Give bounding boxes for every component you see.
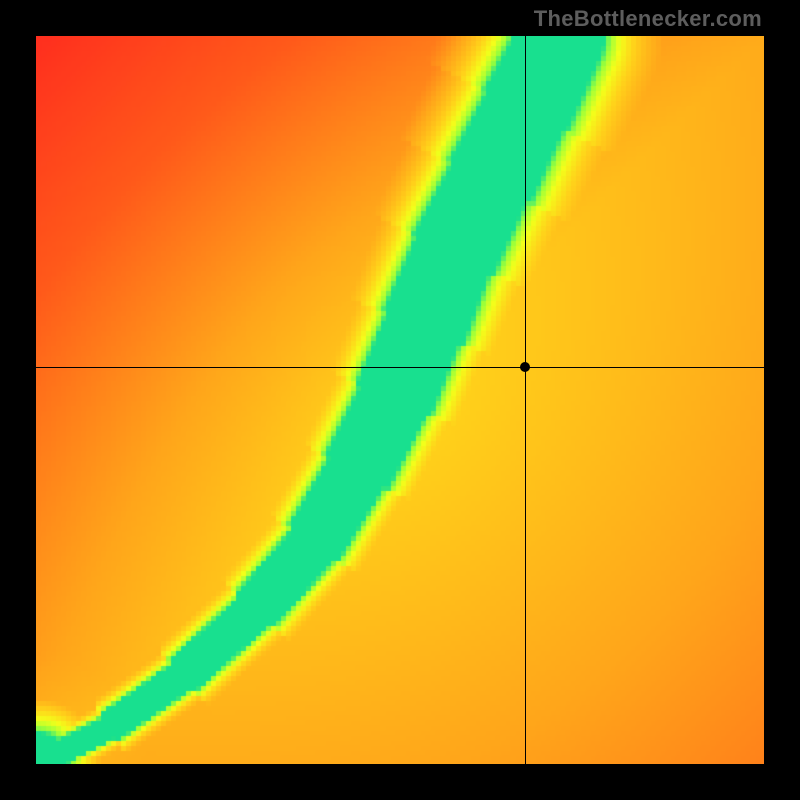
chart-container: TheBottlenecker.com	[0, 0, 800, 800]
plot-area	[36, 36, 764, 764]
heatmap-canvas	[36, 36, 764, 764]
attribution-text: TheBottlenecker.com	[534, 6, 762, 32]
